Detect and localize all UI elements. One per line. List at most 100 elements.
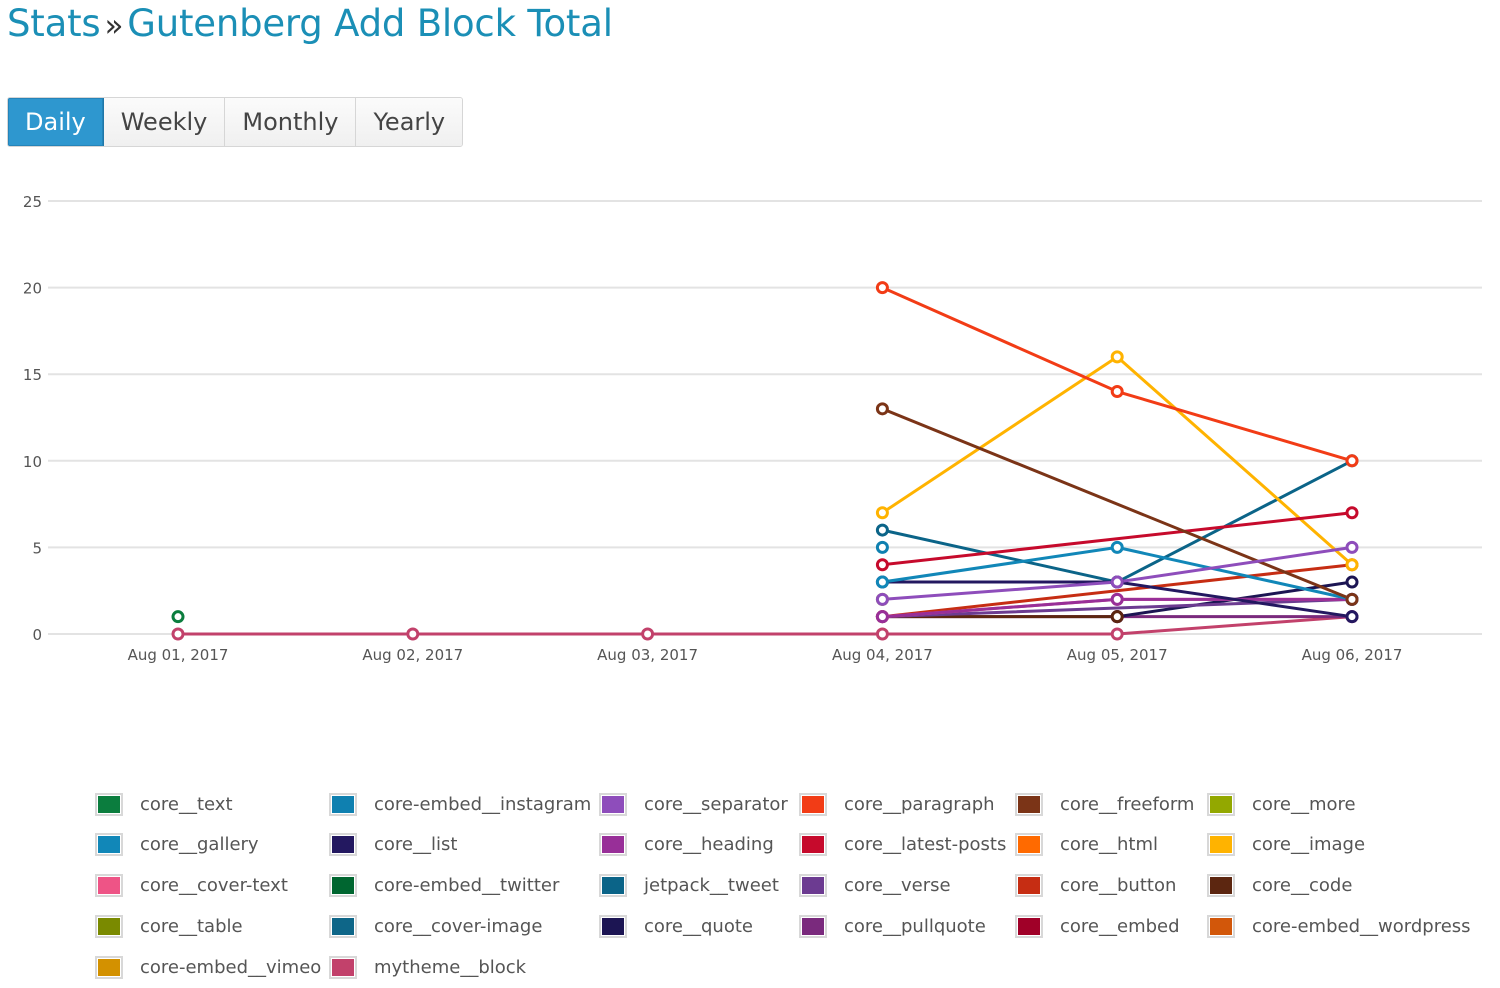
data-point-core__image[interactable] — [1345, 558, 1359, 572]
data-point-jetpack__tweet[interactable] — [875, 523, 889, 537]
data-point-core__heading[interactable] — [1110, 592, 1124, 606]
legend-item[interactable]: jetpack__tweet — [599, 870, 779, 902]
data-point-mytheme__block[interactable] — [406, 627, 420, 641]
data-point-mytheme__block[interactable] — [641, 627, 655, 641]
legend-swatch — [1207, 833, 1235, 857]
data-point-core__gallery[interactable] — [1110, 540, 1124, 554]
legend-item[interactable]: core__button — [1015, 870, 1176, 902]
series-line-mytheme__block — [178, 615, 1353, 636]
data-point-core__separator[interactable] — [1345, 540, 1359, 554]
legend-item[interactable]: core__image — [1207, 829, 1365, 861]
x-axis-ticks: Aug 01, 2017 Aug 02, 2017 Aug 03, 2017 Aug … — [128, 646, 1403, 664]
data-point-core__quote[interactable] — [1345, 575, 1359, 589]
data-point-core__separator[interactable] — [1110, 575, 1124, 589]
legend-item[interactable]: core-embed__vimeo — [95, 951, 321, 983]
data-point-core__freeform[interactable] — [875, 402, 889, 416]
legend-swatch-color — [332, 958, 354, 976]
data-point-core__gallery[interactable] — [875, 575, 889, 589]
legend-item[interactable]: mytheme__block — [329, 951, 526, 983]
legend-label: core__separator — [644, 793, 788, 815]
legend-label: core__embed — [1060, 915, 1180, 937]
legend-label: core__html — [1060, 834, 1158, 856]
legend-label: core__verse — [844, 875, 951, 897]
legend-swatch — [799, 874, 827, 898]
legend-label: core__list — [374, 834, 458, 856]
data-point-core__list[interactable] — [1345, 610, 1359, 624]
data-point-core-embed__instagram[interactable] — [875, 540, 889, 554]
data-point-mytheme__block[interactable] — [1110, 627, 1124, 641]
legend-swatch — [95, 914, 123, 938]
legend-label: core__image — [1252, 834, 1366, 856]
legend-item[interactable]: core__html — [1015, 829, 1158, 861]
legend-item[interactable]: core__heading — [599, 829, 774, 861]
legend-item[interactable]: core-embed__twitter — [329, 870, 559, 902]
data-point-core__separator[interactable] — [875, 592, 889, 606]
data-point-core__latest-posts[interactable] — [875, 558, 889, 572]
data-point-core__heading[interactable] — [875, 610, 889, 624]
legend-swatch — [95, 792, 123, 816]
legend-label: core__freeform — [1060, 793, 1195, 815]
legend-item[interactable]: core__verse — [799, 870, 951, 902]
data-point-mytheme__block[interactable] — [171, 627, 185, 641]
legend-item[interactable]: core__cover-text — [95, 870, 288, 902]
tab-weekly[interactable]: Weekly — [103, 98, 226, 146]
legend-item[interactable]: core__gallery — [95, 829, 259, 861]
legend-label: core__cover-image — [374, 915, 543, 937]
legend-label: core__gallery — [140, 834, 259, 856]
legend-item[interactable]: core__table — [95, 910, 243, 942]
data-point-core__image[interactable] — [1110, 350, 1124, 364]
legend-item[interactable]: core-embed__wordpress — [1207, 910, 1471, 942]
legend-item[interactable]: core__more — [1207, 788, 1356, 820]
legend-swatch-color — [1210, 877, 1232, 895]
legend-swatch-color — [1210, 836, 1232, 854]
legend-swatch — [599, 792, 627, 816]
legend-swatch — [599, 914, 627, 938]
y-tick-label: 15 — [23, 366, 42, 384]
legend-swatch — [95, 955, 123, 979]
legend-swatch-color — [1018, 836, 1040, 854]
legend-item[interactable]: core__code — [1207, 870, 1352, 902]
data-point-mytheme__block[interactable] — [875, 627, 889, 641]
data-point-core__freeform[interactable] — [1345, 592, 1359, 606]
legend-label: core__table — [140, 915, 243, 937]
x-tick-label: Aug 02, 2017 — [362, 646, 463, 664]
legend-item[interactable]: core__freeform — [1015, 788, 1194, 820]
data-point-core__image[interactable] — [875, 506, 889, 520]
legend-label: mytheme__block — [374, 956, 527, 978]
breadcrumb-stats-link[interactable]: Stats — [7, 2, 101, 45]
legend-item[interactable]: core__text — [95, 788, 233, 820]
legend-swatch — [1015, 833, 1043, 857]
legend-label: core-embed__wordpress — [1252, 915, 1471, 937]
x-tick-label: Aug 06, 2017 — [1302, 646, 1403, 664]
series-line-core__latest-posts — [882, 511, 1353, 567]
y-tick-label: 5 — [32, 539, 42, 557]
data-point-core__code[interactable] — [1110, 610, 1124, 624]
legend-swatch-color — [332, 917, 354, 935]
legend-item[interactable]: core-embed__instagram — [329, 788, 591, 820]
data-point-core__latest-posts[interactable] — [1345, 506, 1359, 520]
legend-swatch-color — [802, 836, 824, 854]
legend-swatch — [329, 792, 357, 816]
legend-swatch-color — [802, 877, 824, 895]
tab-yearly[interactable]: Yearly — [356, 98, 463, 146]
data-point-core__paragraph[interactable] — [1345, 454, 1359, 468]
tab-monthly[interactable]: Monthly — [225, 98, 357, 146]
legend-item[interactable]: core__quote — [599, 910, 753, 942]
legend-item[interactable]: core__pullquote — [799, 910, 986, 942]
legend-item[interactable]: core__list — [329, 829, 457, 861]
legend-swatch-color — [98, 795, 120, 813]
legend-label: jetpack__tweet — [644, 875, 779, 897]
legend-swatch — [1207, 792, 1235, 816]
legend-label: core__text — [140, 793, 233, 815]
data-point-core__paragraph[interactable] — [875, 281, 889, 295]
legend-item[interactable]: core__separator — [599, 788, 788, 820]
tab-daily[interactable]: Daily — [8, 98, 104, 146]
legend-item[interactable]: core__paragraph — [799, 788, 995, 820]
page-title-text: Gutenberg Add Block Total — [127, 2, 613, 45]
series-points — [171, 281, 1359, 641]
legend-item[interactable]: core__latest-posts — [799, 829, 1006, 861]
data-point-core__paragraph[interactable] — [1110, 385, 1124, 399]
legend-item[interactable]: core__cover-image — [329, 910, 542, 942]
data-point-core__text[interactable] — [171, 610, 185, 624]
legend-item[interactable]: core__embed — [1015, 910, 1180, 942]
